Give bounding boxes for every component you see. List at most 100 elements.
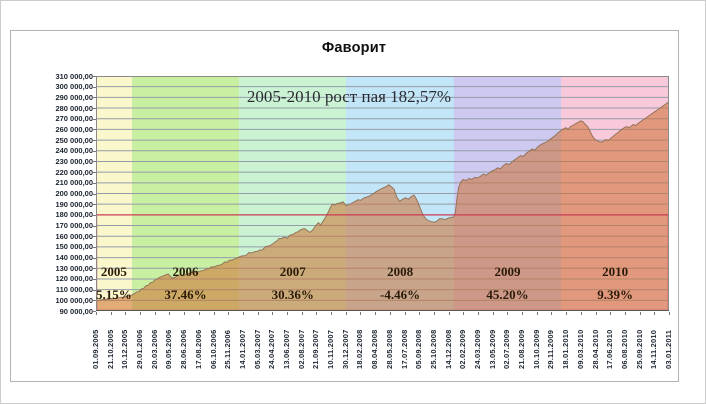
- x-tick-mark: [463, 312, 465, 315]
- year-label-2005: 2005: [100, 264, 127, 279]
- x-tick-label: 10.10.2009: [531, 329, 541, 369]
- x-tick-mark: [507, 312, 509, 315]
- x-tick-mark: [213, 312, 215, 315]
- chart-title: Фаворит: [321, 40, 387, 56]
- x-tick-label: 17.07.2008: [399, 329, 409, 369]
- x-tick-mark: [375, 312, 377, 315]
- y-tick-label: 90 000,00: [59, 306, 93, 316]
- y-tick-mark: [92, 129, 96, 131]
- x-tick-mark: [242, 312, 244, 315]
- x-tick-mark: [169, 312, 171, 315]
- x-tick-mark: [140, 312, 142, 315]
- pct-label-2009: 45.20%: [486, 287, 529, 302]
- y-tick-label: 120 000,00: [55, 274, 93, 284]
- x-tick-label: 28.04.2010: [590, 329, 600, 369]
- y-tick-mark: [92, 193, 96, 195]
- y-tick-mark: [92, 246, 96, 248]
- x-tick-label: 17.06.2010: [605, 329, 615, 369]
- y-tick-mark: [92, 204, 96, 206]
- y-tick-mark: [92, 214, 96, 216]
- year-label-2009: 2009: [494, 264, 521, 279]
- y-tick-mark: [92, 268, 96, 270]
- y-tick-label: 110 000,00: [55, 285, 93, 295]
- x-tick-label: 29.11.2009: [546, 329, 556, 369]
- x-tick-mark: [287, 312, 288, 315]
- y-tick-label: 140 000,00: [55, 253, 93, 263]
- y-tick-mark: [92, 140, 96, 142]
- x-tick-mark: [96, 312, 97, 315]
- x-tick-label: 28.06.2006: [179, 329, 189, 369]
- y-tick-mark: [92, 300, 96, 302]
- pct-label-2007: 30.36%: [271, 287, 314, 302]
- x-tick-label: 25.11.2006: [223, 329, 233, 369]
- y-tick-label: 280 000,00: [55, 103, 93, 113]
- y-tick-label: 240 000,00: [55, 146, 93, 156]
- x-tick-label: 13.05.2009: [487, 329, 497, 369]
- x-tick-label: 09.03.2010: [575, 329, 585, 369]
- x-tick-mark: [228, 312, 230, 315]
- x-tick-mark: [316, 312, 318, 315]
- pct-label-2008: -4.46%: [380, 287, 421, 302]
- x-tick-label: 13.06.2007: [282, 329, 291, 369]
- x-tick-label: 25.10.2008: [428, 329, 438, 369]
- x-tick-label: 02.02.2009: [458, 329, 468, 369]
- x-tick-mark: [257, 312, 259, 315]
- x-tick-label: 09.05.2006: [164, 329, 174, 369]
- year-label-2008: 2008: [387, 264, 414, 279]
- y-tick-label: 180 000,00: [55, 210, 93, 220]
- x-tick-mark: [154, 312, 156, 315]
- y-tick-label: 270 000,00: [55, 114, 93, 124]
- year-label-2007: 2007: [279, 264, 306, 279]
- x-tick-mark: [272, 312, 274, 315]
- x-tick-mark: [360, 312, 362, 315]
- x-tick-mark: [566, 312, 568, 315]
- x-tick-mark: [522, 312, 524, 315]
- y-tick-label: 100 000,00: [55, 295, 93, 305]
- x-tick-label: 20.03.2006: [149, 329, 159, 369]
- x-tick-mark: [595, 312, 597, 315]
- y-tick-label: 150 000,00: [55, 242, 93, 252]
- x-tick-label: 29.01.2006: [135, 329, 145, 369]
- x-tick-label: 14.11.2010: [649, 329, 659, 369]
- y-tick-mark: [92, 236, 96, 238]
- y-tick-mark: [92, 225, 96, 227]
- x-tick-label: 21.09.2007: [311, 329, 321, 369]
- x-tick-label: 05.03.2007: [252, 329, 262, 369]
- y-tick-mark: [92, 97, 96, 99]
- x-tick-mark: [624, 312, 626, 315]
- x-tick-label: 24.04.2007: [267, 329, 277, 369]
- x-tick-label: 21.08.2009: [517, 329, 527, 369]
- y-tick-label: 190 000,00: [55, 199, 93, 209]
- y-tick-mark: [92, 182, 96, 184]
- x-tick-label: 10.11.2007: [326, 329, 336, 369]
- x-tick-label: 06.10.2006: [208, 329, 218, 369]
- year-label-2006: 2006: [172, 264, 199, 279]
- x-tick-mark: [448, 312, 450, 315]
- x-tick-mark: [125, 312, 127, 315]
- x-tick-label: 05.09.2008: [414, 329, 424, 369]
- x-tick-label: 10.12.2005: [120, 329, 130, 369]
- y-tick-label: 200 000,00: [55, 189, 93, 198]
- y-tick-mark: [92, 278, 96, 280]
- x-tick-label: 02.08.2007: [296, 329, 306, 369]
- x-tick-label: 24.03.2009: [473, 329, 482, 369]
- x-tick-label: 06.08.2010: [619, 329, 629, 369]
- x-tick-mark: [580, 312, 582, 315]
- y-tick-mark: [92, 257, 96, 259]
- y-tick-label: 170 000,00: [55, 221, 93, 231]
- y-tick-label: 300 000,00: [55, 82, 93, 92]
- x-tick-mark: [669, 312, 670, 315]
- y-tick-label: 210 000,00: [55, 178, 93, 188]
- x-tick-mark: [345, 312, 347, 315]
- year-label-2010: 2010: [602, 264, 629, 279]
- y-tick-mark: [92, 86, 96, 88]
- x-tick-mark: [110, 312, 112, 315]
- pct-label-2005: 5.15%: [96, 287, 132, 302]
- x-tick-mark: [404, 312, 406, 315]
- x-tick-label: 02.07.2009: [502, 329, 512, 369]
- x-tick-label: 01.09.2005: [91, 329, 100, 369]
- y-tick-mark: [92, 289, 96, 291]
- x-tick-mark: [331, 312, 333, 315]
- x-tick-label: 14.12.2008: [443, 329, 453, 369]
